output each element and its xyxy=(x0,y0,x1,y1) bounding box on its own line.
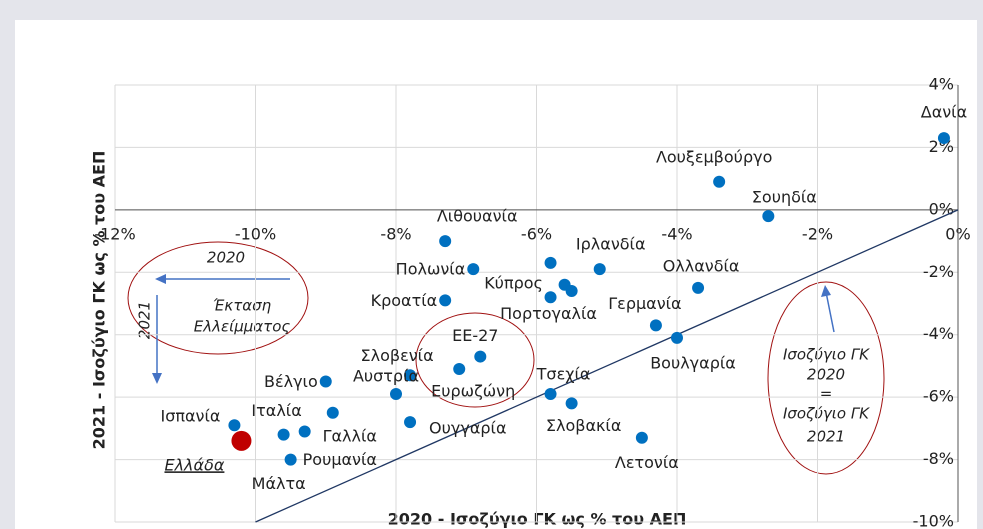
point-label: Σλοβενία xyxy=(360,346,433,365)
point xyxy=(228,419,241,432)
point-label: Βουλγαρία xyxy=(650,353,736,372)
point-label: Ιρλανδία xyxy=(576,235,646,254)
y-tick-label: -2% xyxy=(923,262,954,281)
point-label: Σλοβακία xyxy=(546,416,622,435)
point xyxy=(404,369,417,382)
point-label: Ελλάδα xyxy=(164,455,224,474)
y-axis-title: 2021 - Ισοζύγιο ΓΚ ως % του ΑΕΠ xyxy=(90,151,109,450)
point-label: Γαλλία xyxy=(323,426,377,445)
point-label: Τσεχία xyxy=(536,365,591,384)
point xyxy=(593,263,606,276)
point-label: Σουηδία xyxy=(752,188,817,207)
point xyxy=(277,428,290,441)
point-label: Πορτογαλία xyxy=(500,304,597,323)
point xyxy=(439,235,452,248)
x-tick-label: -6% xyxy=(521,224,552,243)
point xyxy=(474,350,487,363)
point-label: Πολωνία xyxy=(396,260,466,279)
arrow-head xyxy=(155,274,166,284)
point-label: Λουξεμβούργο xyxy=(656,147,772,166)
point xyxy=(713,175,726,188)
point xyxy=(453,363,466,376)
arrow-head xyxy=(152,373,162,384)
point xyxy=(439,294,452,307)
point xyxy=(404,416,417,429)
panel xyxy=(15,20,977,529)
annotation: Ισοζύγιο ΓΚ xyxy=(783,346,870,364)
point xyxy=(467,263,480,276)
point-label: Ιταλία xyxy=(251,401,301,420)
annotation: 2020 xyxy=(207,249,245,267)
y-tick-label: 0% xyxy=(929,199,954,218)
ellipse xyxy=(415,312,535,408)
point xyxy=(565,285,578,298)
point-label: Αυστρία xyxy=(353,367,419,386)
ellipse xyxy=(767,281,885,475)
y-tick-label: -8% xyxy=(923,449,954,468)
x-tick-label: -12% xyxy=(94,224,135,243)
annotation: Ισοζύγιο ΓΚ xyxy=(783,405,870,423)
annotation: 2020 xyxy=(807,366,845,384)
y-tick-label: -10% xyxy=(913,512,954,529)
point xyxy=(326,406,339,419)
point xyxy=(937,132,950,145)
point xyxy=(671,331,683,344)
arrow-head xyxy=(821,285,831,297)
point xyxy=(319,375,332,388)
equality-line xyxy=(255,209,959,523)
point xyxy=(231,430,252,451)
y-tick-label: -6% xyxy=(923,387,954,406)
x-tick-label: -4% xyxy=(661,224,692,243)
point-label: Ολλανδία xyxy=(663,256,740,275)
y-tick-label: 4% xyxy=(929,75,954,94)
annotation: = xyxy=(820,385,833,403)
point-label: Λετονία xyxy=(615,453,679,472)
point xyxy=(544,256,557,269)
point-label: Κύπρος xyxy=(484,273,543,292)
point xyxy=(390,388,402,401)
point xyxy=(635,431,648,444)
annotation: Ελλείμματος xyxy=(194,318,291,336)
arrow xyxy=(825,291,835,333)
point xyxy=(284,453,297,466)
point-label: Γερμανία xyxy=(608,294,681,313)
annotation: 2021 xyxy=(807,428,845,446)
point-label: Ευρωζώνη xyxy=(431,382,515,401)
point-label: Κροατία xyxy=(371,291,438,310)
point-label: Βέλγιο xyxy=(264,372,318,391)
annotation: Έκταση xyxy=(213,297,272,315)
point-label: ΕΕ-27 xyxy=(452,326,498,345)
x-tick-label: -2% xyxy=(802,224,833,243)
point xyxy=(762,210,775,223)
point xyxy=(298,425,311,438)
point xyxy=(692,281,705,294)
x-tick-label: -8% xyxy=(380,224,411,243)
point-label: Μάλτα xyxy=(252,474,306,493)
x-tick-label: -10% xyxy=(235,224,276,243)
point xyxy=(544,291,557,304)
point xyxy=(649,319,662,332)
y-tick-label: -4% xyxy=(923,324,954,343)
point-label: Ουγγαρία xyxy=(429,419,506,438)
ellipse xyxy=(127,241,309,355)
point-label: Ρουμανία xyxy=(303,450,377,469)
point-label: Δανία xyxy=(921,103,967,122)
point xyxy=(544,388,557,401)
point-label: Ισπανία xyxy=(160,407,220,426)
point xyxy=(565,397,578,410)
point-label: Λιθουανία xyxy=(437,207,518,226)
annotation: 2021 xyxy=(136,301,154,339)
